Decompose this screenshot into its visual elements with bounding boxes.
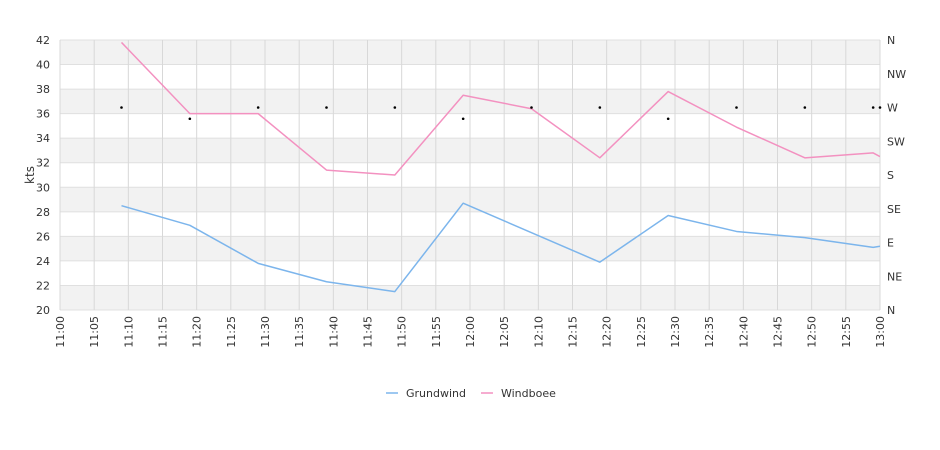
legend[interactable]: Grundwind Windboee: [386, 387, 556, 400]
direction-axis-ticks: N NW W SW S SE E NE N: [887, 34, 906, 317]
direction-tick-label: N: [887, 34, 895, 47]
y-tick-label: 28: [36, 206, 50, 219]
x-tick-label: 11:20: [191, 316, 204, 348]
x-tick-label: 13:00: [874, 316, 887, 348]
x-tick-label: 11:45: [362, 316, 375, 348]
direction-tick-label: N: [887, 304, 895, 317]
x-tick-label: 12:05: [498, 316, 511, 348]
direction-point: [735, 106, 738, 109]
x-tick-label: 12:45: [772, 316, 785, 348]
series-line: [121, 202, 880, 293]
direction-point: [256, 106, 260, 109]
direction-point: [666, 117, 670, 121]
x-tick-label: 12:10: [532, 316, 545, 348]
y-tick-label: 24: [36, 255, 50, 268]
direction-point: [530, 106, 533, 109]
x-tick-label: 12:15: [567, 316, 580, 348]
x-tick-label: 12:20: [601, 316, 614, 348]
direction-points: [120, 106, 882, 121]
direction-point: [188, 117, 192, 121]
x-tick-label: 11:50: [396, 316, 409, 348]
legend-label: Grundwind: [406, 387, 466, 400]
x-tick-label: 11:30: [259, 316, 272, 348]
y-tick-label: 42: [36, 34, 50, 47]
x-tick-label: 11:55: [430, 316, 443, 348]
y-tick-label: 40: [36, 59, 50, 72]
y-axis-title: kts: [23, 166, 37, 184]
direction-tick-label: S: [887, 169, 894, 182]
x-tick-label: 12:50: [806, 316, 819, 348]
y-axis-ticks: 20 22 24 26 28 30 32 34 36 38 40 42: [36, 34, 50, 317]
direction-tick-label: SE: [887, 203, 901, 216]
direction-tick-label: E: [887, 237, 894, 250]
y-tick-label: 34: [36, 132, 50, 145]
x-tick-label: 11:25: [225, 316, 238, 348]
x-tick-label: 11:40: [327, 316, 340, 348]
x-tick-label: 12:30: [669, 316, 682, 348]
x-tick-label: 11:00: [54, 316, 67, 348]
y-tick-label: 38: [36, 83, 50, 96]
x-tick-label: 11:10: [122, 316, 135, 348]
direction-point: [878, 106, 882, 109]
x-tick-label: 12:00: [464, 316, 477, 348]
x-axis-ticks: 11:00 11:05 11:10 11:15 11:20 11:25 11:30 11:35…: [54, 316, 887, 348]
direction-point: [393, 106, 397, 109]
direction-tick-label: NE: [887, 270, 902, 283]
x-tick-label: 12:40: [737, 316, 750, 348]
direction-point: [871, 106, 875, 109]
x-tick-label: 12:25: [635, 316, 648, 348]
direction-point: [461, 117, 465, 121]
grid-lines: [59, 39, 881, 311]
x-tick-label: 11:05: [88, 316, 101, 348]
x-tick-label: 12:35: [703, 316, 716, 348]
direction-point: [120, 106, 123, 109]
direction-point: [598, 106, 602, 109]
direction-point: [325, 106, 328, 109]
y-tick-label: 36: [36, 108, 50, 121]
y-tick-label: 26: [36, 230, 50, 243]
y-tick-label: 20: [36, 304, 50, 317]
x-tick-label: 11:35: [293, 316, 306, 348]
y-tick-label: 22: [36, 279, 50, 292]
direction-tick-label: W: [887, 102, 898, 115]
x-tick-label: 12:55: [840, 316, 853, 348]
direction-point: [803, 106, 807, 109]
x-tick-label: 11:15: [157, 316, 170, 348]
direction-tick-label: NW: [887, 68, 906, 81]
y-tick-label: 32: [36, 157, 50, 170]
legend-label: Windboee: [501, 387, 556, 400]
direction-tick-label: SW: [887, 135, 905, 148]
y-tick-label: 30: [36, 181, 50, 194]
